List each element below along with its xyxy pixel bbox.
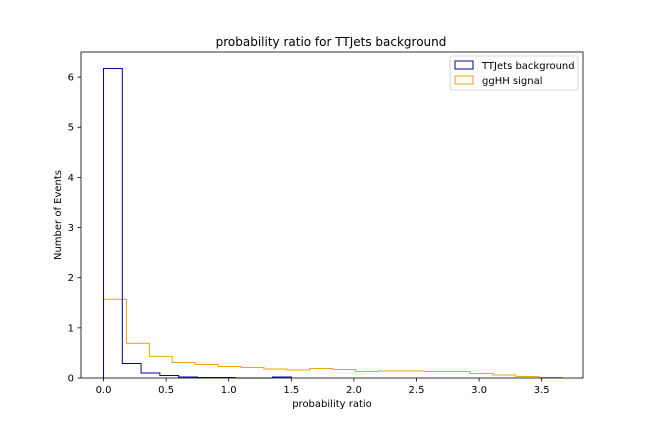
x-tick-label: 1.5 xyxy=(283,385,299,396)
legend-swatch-gghh xyxy=(454,75,474,85)
x-tick-label: 0.0 xyxy=(96,385,112,396)
x-tick-label: 3.5 xyxy=(534,385,550,396)
x-axis: 0.0 0.5 1.0 1.5 2.0 2.5 3.0 3.5 xyxy=(96,378,550,396)
y-tick-label: 0 xyxy=(68,374,74,385)
x-axis-label: probability ratio xyxy=(292,399,372,410)
y-tick-label: 5 xyxy=(68,123,74,134)
y-tick-label: 6 xyxy=(68,73,74,84)
legend-swatch-ttjets xyxy=(454,60,474,70)
legend-frame xyxy=(449,55,579,91)
legend-label-ttjets: TTJets background xyxy=(481,61,575,72)
y-tick-label: 3 xyxy=(68,223,74,234)
x-tick-label: 2.0 xyxy=(346,385,362,396)
x-tick-label: 0.5 xyxy=(158,385,174,396)
y-axis: 0 1 2 3 4 5 6 xyxy=(68,73,81,385)
legend: TTJets background ggHH signal xyxy=(449,55,579,91)
plot-area-frame xyxy=(80,51,584,379)
legend-label-gghh: ggHH signal xyxy=(482,76,543,87)
x-tick-label: 2.5 xyxy=(409,385,425,396)
y-tick-label: 1 xyxy=(68,323,74,334)
y-axis-label: Number of Events xyxy=(53,170,64,260)
histogram-gghh xyxy=(103,298,563,378)
x-tick-label: 3.0 xyxy=(471,385,487,396)
y-tick-label: 4 xyxy=(68,173,74,184)
x-tick-label: 1.0 xyxy=(221,385,237,396)
y-tick-label: 2 xyxy=(68,273,74,284)
chart-title: probability ratio for TTJets background xyxy=(216,35,447,49)
